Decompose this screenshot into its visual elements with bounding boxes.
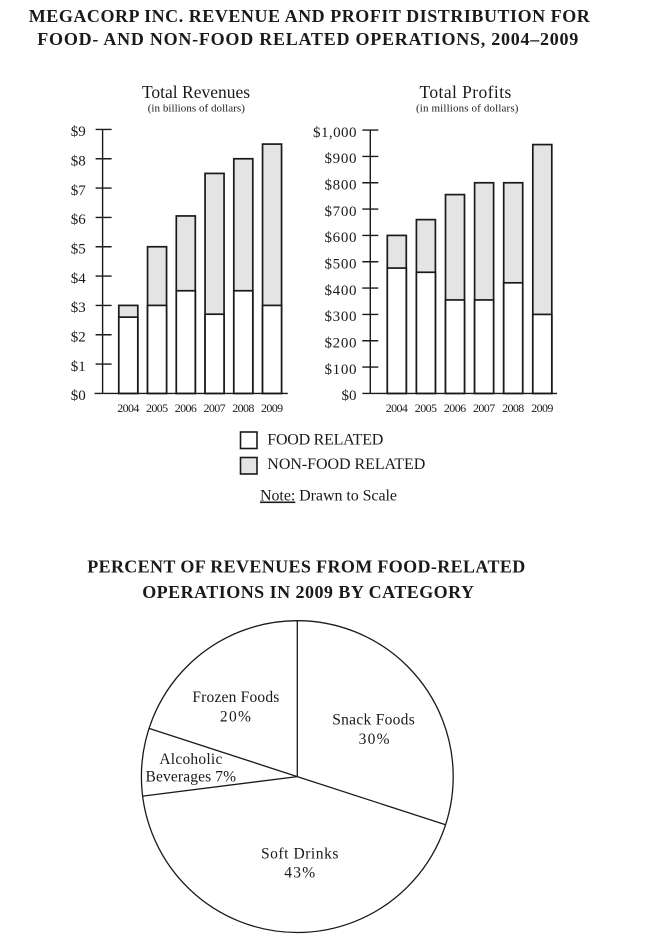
svg-text:MEGACORP INC. REVENUE AND PROF: MEGACORP INC. REVENUE AND PROFIT DISTRIB… (29, 6, 591, 26)
svg-text:FOOD- AND NON-FOOD RELATED OPE: FOOD- AND NON-FOOD RELATED OPERATIONS, 2… (37, 29, 578, 49)
svg-text:2009: 2009 (531, 401, 553, 415)
svg-text:$0: $0 (71, 388, 86, 404)
svg-text:$1,000: $1,000 (313, 125, 357, 141)
svg-text:$300: $300 (325, 309, 357, 325)
svg-text:Soft Drinks: Soft Drinks (261, 846, 339, 863)
svg-text:2005: 2005 (415, 401, 437, 415)
svg-text:2005: 2005 (146, 401, 168, 415)
svg-text:Beverages 7%: Beverages 7% (146, 769, 237, 786)
svg-text:$100: $100 (325, 362, 357, 378)
svg-text:$700: $700 (325, 204, 357, 220)
svg-text:$200: $200 (325, 335, 357, 351)
svg-text:43%: 43% (284, 864, 315, 881)
svg-text:$7: $7 (71, 183, 87, 199)
svg-text:Total Revenues: Total Revenues (142, 82, 250, 102)
svg-text:$500: $500 (325, 256, 357, 272)
svg-text:2006: 2006 (175, 401, 197, 415)
svg-text:2008: 2008 (232, 401, 254, 415)
svg-text:2004: 2004 (386, 401, 408, 415)
svg-text:$4: $4 (71, 271, 87, 287)
svg-text:$800: $800 (325, 177, 357, 193)
svg-text:2006: 2006 (444, 401, 466, 415)
svg-text:(in millions of dollars): (in millions of dollars) (416, 102, 519, 114)
svg-text:$1: $1 (71, 359, 86, 375)
svg-text:OPERATIONS IN 2009 BY CATEGORY: OPERATIONS IN 2009 BY CATEGORY (142, 582, 474, 602)
svg-text:Alcoholic: Alcoholic (159, 751, 222, 768)
svg-text:Frozen Foods: Frozen Foods (192, 689, 279, 706)
svg-text:2009: 2009 (261, 401, 283, 415)
svg-text:(in billions of dollars): (in billions of dollars) (148, 102, 246, 114)
svg-text:20%: 20% (220, 708, 251, 725)
svg-text:2004: 2004 (117, 401, 139, 415)
svg-text:2007: 2007 (473, 401, 495, 415)
svg-text:30%: 30% (359, 731, 390, 748)
svg-text:$6: $6 (71, 212, 87, 228)
svg-text:2008: 2008 (502, 401, 524, 415)
svg-text:$400: $400 (325, 283, 357, 299)
svg-text:Snack Foods: Snack Foods (332, 712, 415, 729)
svg-text:$2: $2 (71, 329, 86, 345)
svg-text:$9: $9 (71, 124, 86, 140)
svg-text:PERCENT OF REVENUES FROM FOOD-: PERCENT OF REVENUES FROM FOOD-RELATED (87, 557, 525, 577)
svg-text:$8: $8 (71, 153, 86, 169)
svg-text:Total Profits: Total Profits (420, 82, 512, 102)
svg-text:Note: Drawn to Scale: Note: Drawn to Scale (260, 488, 397, 505)
svg-text:NON-FOOD RELATED: NON-FOOD RELATED (267, 456, 425, 473)
svg-text:2007: 2007 (203, 401, 225, 415)
svg-text:FOOD RELATED: FOOD RELATED (267, 432, 383, 449)
svg-text:$3: $3 (71, 300, 86, 316)
svg-text:$600: $600 (325, 230, 357, 246)
svg-text:$0: $0 (342, 388, 357, 404)
svg-text:$900: $900 (325, 151, 357, 167)
svg-text:$5: $5 (71, 241, 86, 257)
